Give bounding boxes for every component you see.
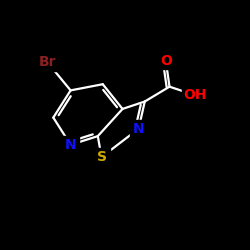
Polygon shape — [130, 120, 147, 137]
Text: O: O — [160, 54, 172, 68]
Text: Br: Br — [38, 55, 56, 69]
Polygon shape — [93, 148, 110, 166]
Text: N: N — [133, 122, 144, 136]
Polygon shape — [157, 52, 174, 69]
Polygon shape — [62, 136, 79, 154]
Polygon shape — [32, 53, 62, 70]
Text: OH: OH — [184, 88, 207, 102]
Polygon shape — [182, 87, 209, 104]
Text: N: N — [65, 138, 76, 152]
Text: S: S — [96, 150, 106, 164]
